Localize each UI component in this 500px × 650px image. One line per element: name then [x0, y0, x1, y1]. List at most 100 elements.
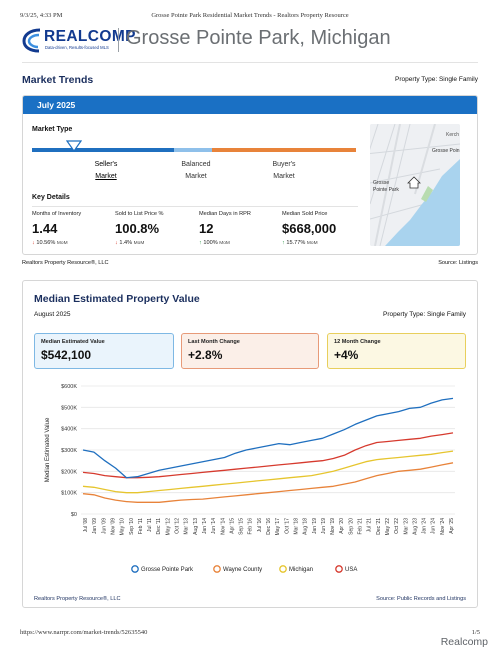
metric-change: ↑ 100% MoM [199, 240, 281, 246]
market-option-buyer: Buyer's Market [249, 159, 319, 183]
map-label-main-1: Grosse [373, 180, 389, 186]
legend-label: Wayne County [223, 567, 262, 573]
x-tick-label: Aug '13 [193, 518, 199, 535]
key-details-label: Key Details [32, 194, 70, 201]
y-tick-label: $600K [61, 384, 77, 390]
option-line2: Market [273, 173, 295, 180]
x-tick-label: Jun '24 [431, 518, 437, 534]
y-tick-label: $100K [61, 491, 77, 497]
series-line [82, 462, 454, 503]
metric-value: $668,000 [282, 221, 337, 236]
x-tick-label: May '22 [385, 518, 391, 536]
legend-label: USA [345, 567, 357, 573]
y-tick-label: $0 [71, 512, 77, 518]
x-tick-label: Feb '11 [138, 518, 144, 534]
x-tick-label: Jan '24 [422, 518, 428, 534]
option-line2: Market [95, 173, 117, 180]
x-tick-label: Oct '22 [394, 518, 400, 534]
footer-attribution: Realtors Property Resource®, LLC [34, 596, 121, 602]
legend-marker [131, 565, 139, 573]
x-tick-label: Mar '13 [184, 518, 190, 535]
x-tick-label: Nov '14 [220, 518, 226, 535]
page-title: Grosse Pointe Park, Michigan [126, 27, 391, 49]
metric-median-days: Median Days in RPR 12 ↑ 100% MoM [199, 211, 281, 246]
x-tick-label: Jan '14 [202, 518, 208, 534]
metric-label: Median Days in RPR [199, 211, 251, 217]
x-tick-label: Dec '21 [376, 518, 382, 535]
divider [32, 206, 358, 207]
divider [22, 62, 478, 63]
legend-label: Grosse Pointe Park [141, 567, 194, 573]
legend-marker [213, 565, 221, 573]
x-tick-label: Dec '16 [266, 518, 272, 535]
print-title: Grosse Pointe Park Residential Market Tr… [151, 12, 349, 19]
market-trends-footer: Realtors Property Resource®, LLC Source:… [22, 260, 478, 268]
metric-value: 100.8% [115, 221, 160, 236]
x-tick-label: Sep '15 [239, 518, 245, 535]
change-period: MoM [133, 241, 145, 246]
last-month-change-box: Last Month Change +2.8% [181, 333, 319, 369]
seller-segment [32, 148, 174, 152]
arrow-up-icon: ↑ [282, 240, 285, 246]
realcomp-logo: REALCOMP Data-driven, Results-focused ML… [22, 26, 136, 54]
box-value: +4% [334, 348, 359, 362]
property-type: Property Type: Single Family [395, 76, 478, 83]
metric-label: Months of Inventory [32, 211, 82, 217]
logo-swoosh-icon [22, 28, 41, 53]
x-tick-label: Jul '16 [257, 518, 263, 533]
x-tick-label: May '17 [275, 518, 281, 536]
map-label-top: Kerch [446, 132, 459, 138]
market-trends-header: Market Trends Property Type: Single Fami… [22, 74, 478, 88]
x-tick-label: Nov '09 [110, 518, 116, 535]
x-tick-label: Jun '14 [211, 518, 217, 534]
arrow-down-icon: ↓ [32, 240, 35, 246]
median-value-box: Median Estimated Value $542,100 [34, 333, 174, 369]
x-tick-label: Jan '19 [312, 518, 318, 534]
option-line1: Seller's [94, 161, 118, 168]
metric-change: ↓ 1.4% MoM [115, 240, 197, 246]
x-tick-label: Sep '10 [129, 518, 135, 535]
brand-divider [118, 28, 119, 52]
x-tick-label: Jun '09 [101, 518, 107, 534]
balanced-segment [174, 148, 212, 152]
option-line2: Market [185, 173, 207, 180]
change-period: MoM [219, 241, 230, 246]
home-marker-icon [407, 176, 421, 189]
series-line [82, 432, 454, 479]
x-tick-label: May '12 [165, 518, 171, 536]
metric-value: 1.44 [32, 221, 58, 236]
estimated-value-card: Median Estimated Property Value August 2… [22, 280, 478, 608]
change-period: MoM [56, 241, 68, 246]
x-tick-label: Aug '18 [303, 518, 309, 535]
y-axis-title: Median Estimated Value [45, 417, 51, 482]
change-value: 15.77% [286, 240, 306, 246]
option-line1: Buyer's [272, 161, 296, 168]
metric-change: ↓ 10.56% MoM [32, 240, 114, 246]
series-line [82, 450, 454, 494]
metric-label: Median Sold Price [282, 211, 328, 217]
x-tick-label: Feb '21 [358, 518, 364, 535]
box-label: Last Month Change [188, 339, 240, 345]
box-label: 12 Month Change [334, 339, 381, 345]
location-map[interactable]: Kerch Grosse Poin Grosse Pointe Park [370, 124, 460, 246]
map-label-main-2: Pointe Park [373, 187, 399, 193]
metric-median-sold-price: Median Sold Price $668,000 ↑ 15.77% MoM [282, 211, 364, 246]
x-tick-label: Apr '20 [339, 518, 345, 534]
metric-change: ↑ 15.77% MoM [282, 240, 364, 246]
metric-value: 12 [199, 221, 214, 236]
x-tick-label: Dec '11 [156, 518, 162, 535]
month-header: July 2025 [23, 96, 477, 114]
market-option-seller: Seller's Market [71, 159, 141, 183]
legend-marker [335, 565, 343, 573]
value-chart: $0 $100K $200K $300K $400K $500K $600K Median E… [23, 376, 477, 591]
twelve-month-change-box: 12 Month Change +4% [327, 333, 466, 369]
footer-source: Source: Public Records and Listings [376, 596, 466, 602]
logo-word: REALCOMP [44, 28, 136, 45]
legend-marker [279, 565, 287, 573]
y-tick-label: $400K [61, 427, 77, 433]
arrow-up-icon: ↑ [199, 240, 202, 246]
print-header: 9/3/25, 4:33 PM Grosse Pointe Park Resid… [20, 12, 480, 22]
print-page: 1/5 [471, 629, 480, 636]
market-option-balanced: Balanced Market [161, 159, 231, 183]
section-title: Market Trends [22, 74, 94, 86]
